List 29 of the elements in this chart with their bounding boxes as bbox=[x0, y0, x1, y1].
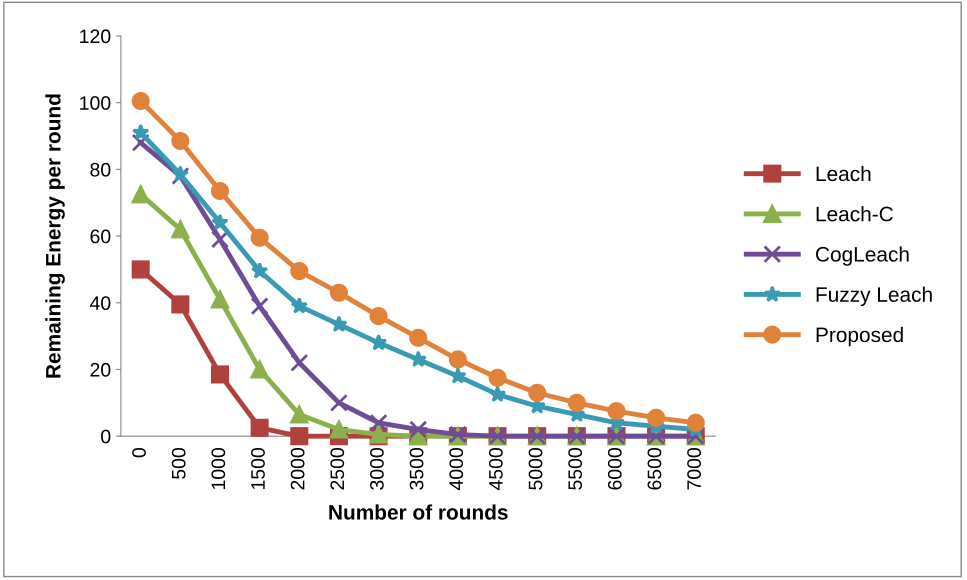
x-tick-label: 1000 bbox=[211, 448, 226, 490]
y-tick-label: 100 bbox=[80, 96, 110, 110]
x-tick-label: 1500 bbox=[251, 448, 265, 490]
x-tick-label: 500 bbox=[172, 448, 186, 479]
y-axis-title: Remaining Energy per round bbox=[45, 94, 65, 378]
x-axis-title: Number of rounds bbox=[329, 504, 508, 520]
x-tick-label: 2500 bbox=[330, 448, 344, 490]
x-tick-label: 6000 bbox=[608, 448, 622, 490]
legend-label: Fuzzy Leach bbox=[816, 286, 932, 306]
x-tick-label: 2000 bbox=[290, 448, 305, 490]
y-tick-label: 80 bbox=[90, 162, 110, 177]
x-tick-label: 7000 bbox=[687, 448, 701, 490]
y-tick-label: 20 bbox=[90, 362, 110, 377]
x-tick-label: 4500 bbox=[488, 448, 503, 490]
y-tick-label: 60 bbox=[90, 230, 110, 244]
x-tick-label: 4000 bbox=[449, 448, 464, 490]
legend-label: Leach bbox=[816, 166, 870, 182]
y-tick-label: 0 bbox=[101, 430, 110, 444]
x-tick-label: 3500 bbox=[410, 448, 424, 490]
legend-label: Leach-C bbox=[816, 206, 893, 222]
x-tick-label: 0 bbox=[132, 448, 146, 458]
x-tick-label: 6500 bbox=[648, 448, 662, 490]
legend-label: CogLeach bbox=[816, 246, 909, 266]
x-tick-label: 5000 bbox=[528, 448, 542, 490]
y-tick-label: 120 bbox=[80, 29, 110, 44]
y-tick-label: 40 bbox=[90, 296, 110, 310]
legend-label: Proposed bbox=[816, 326, 903, 346]
x-tick-label: 3000 bbox=[370, 448, 384, 490]
x-tick-label: 5500 bbox=[568, 448, 582, 490]
